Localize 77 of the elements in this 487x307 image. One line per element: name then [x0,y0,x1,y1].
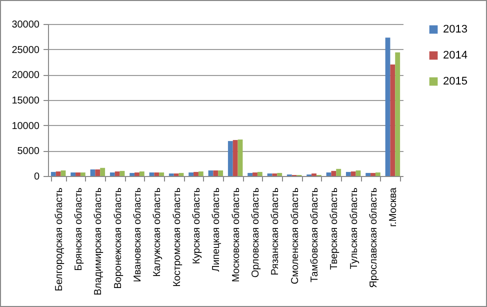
y-tick-label: 20000 [12,70,40,82]
bar [60,170,66,176]
bar [232,140,238,176]
bar [238,140,243,176]
x-tick-label: Орловская область [250,188,262,278]
bar [252,172,258,176]
bar [139,171,144,176]
bar [366,172,371,176]
x-tick-label: Рязанская область [270,188,282,276]
y-tick-label: 0 [34,172,40,182]
bar [198,171,204,176]
bar [267,173,272,176]
bar [194,172,198,176]
bar [149,172,154,176]
y-tick-label: 25000 [12,44,40,56]
x-tick-label: Тульская область [348,188,360,270]
bar [174,173,179,176]
bar [326,172,332,176]
x-tick-label: Липецкая область [211,188,222,272]
legend-label: 2014 [443,50,468,62]
x-tick-label: Смоленская область [290,188,301,284]
bar [120,170,125,176]
bar [70,172,76,176]
x-tick-label: Воронежская область [112,188,124,289]
x-tick-label: Брянская область [73,188,84,271]
bar [213,170,218,176]
bar [56,171,61,176]
bar [100,168,106,176]
legend-label: 2015 [443,76,468,88]
y-tick-label: 30000 [12,20,40,30]
bar [80,172,86,176]
bar [168,173,174,176]
bar [50,172,56,176]
x-tick-label: Ярославская область [368,188,380,288]
bar [90,169,96,176]
bar [218,170,224,176]
y-tick-label: 15000 [12,96,40,106]
x-tick-label: Курская область [192,188,202,264]
bar [228,141,233,176]
bar [110,172,115,176]
bar [208,170,214,176]
x-tick-label: Калужская область [152,188,164,277]
bar [76,172,80,176]
bar [370,172,376,176]
bar [350,171,356,176]
bar [159,172,164,176]
x-tick-label: Московская область [230,188,242,282]
bar [272,173,278,176]
x-tick-label: Владимирская область [93,188,104,296]
x-tick-label: Белгородская область [54,188,65,292]
bar [312,173,316,176]
bar [257,172,262,176]
bar [154,172,160,176]
bar [248,172,253,176]
y-tick-label: 10000 [12,120,40,132]
bar [178,172,184,176]
y-tick-label: 5000 [17,146,40,158]
bar [277,172,282,176]
bar [95,169,100,176]
bar [346,172,351,176]
x-tick-label: г.Москва [388,187,400,227]
x-tick-label: Ивановская область [132,188,144,282]
x-tick-label: Костромская область [172,188,183,287]
x-tick-label: Тамбовская область [310,188,321,282]
bar [331,170,336,176]
bar [395,52,400,176]
legend-label: 2013 [443,24,468,36]
bar [188,172,194,176]
bar [385,38,390,176]
bar [336,168,342,176]
x-tick-label: Тверская область [329,188,340,270]
bar [114,171,120,176]
bar [390,64,396,176]
bar [130,172,135,176]
bar [134,172,140,176]
bar [375,172,380,176]
bar [356,170,361,176]
